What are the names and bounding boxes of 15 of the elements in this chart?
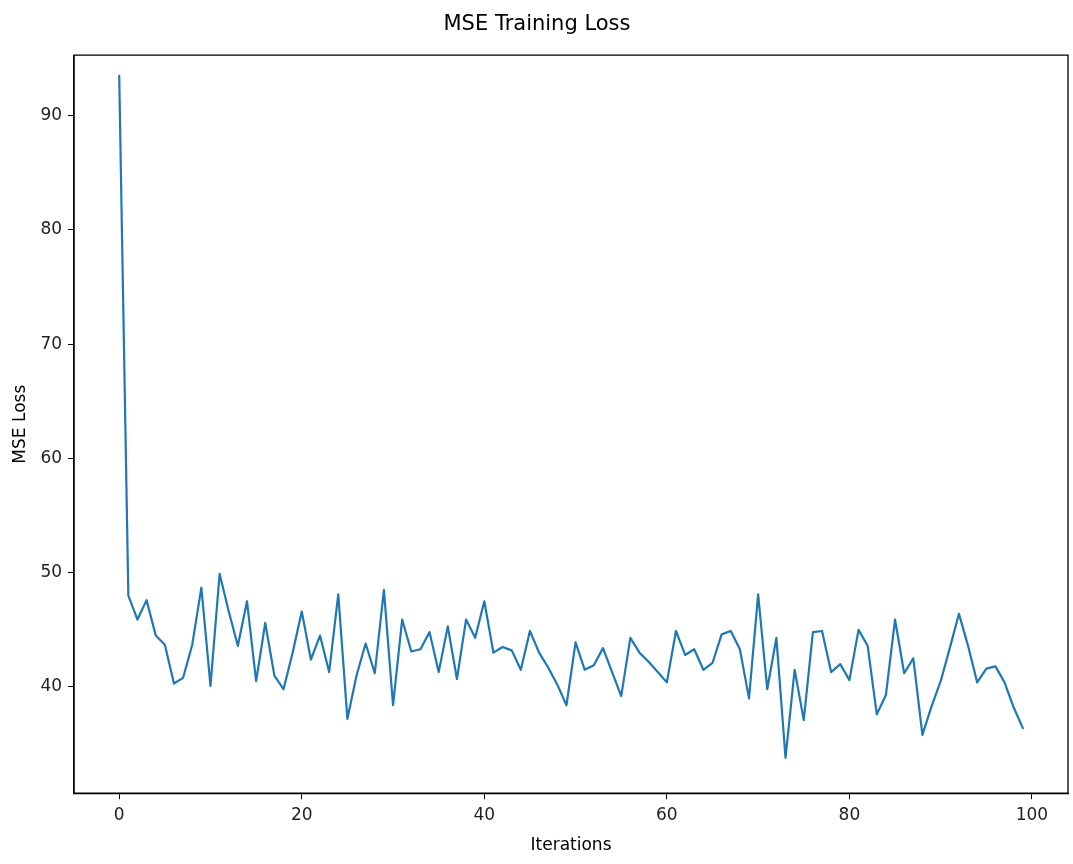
- x-tick-label: 60: [656, 803, 678, 824]
- y-axis-title: MSE Loss: [8, 384, 29, 464]
- x-tick-label: 40: [473, 803, 496, 824]
- y-tick-label: 70: [40, 332, 63, 353]
- x-tick-label: 80: [838, 803, 861, 824]
- chart-title: MSE Training Loss: [443, 11, 631, 36]
- y-tick-label: 40: [40, 675, 63, 696]
- y-tick-label: 50: [40, 561, 63, 582]
- x-tick-label: 100: [1015, 803, 1049, 824]
- x-tick-label: 20: [290, 803, 313, 824]
- y-tick-label: 90: [40, 104, 63, 125]
- y-tick-label: 60: [40, 446, 63, 467]
- x-axis-title: Iterations: [530, 834, 612, 855]
- x-tick-label: 0: [113, 803, 125, 824]
- y-tick-label: 80: [40, 218, 63, 239]
